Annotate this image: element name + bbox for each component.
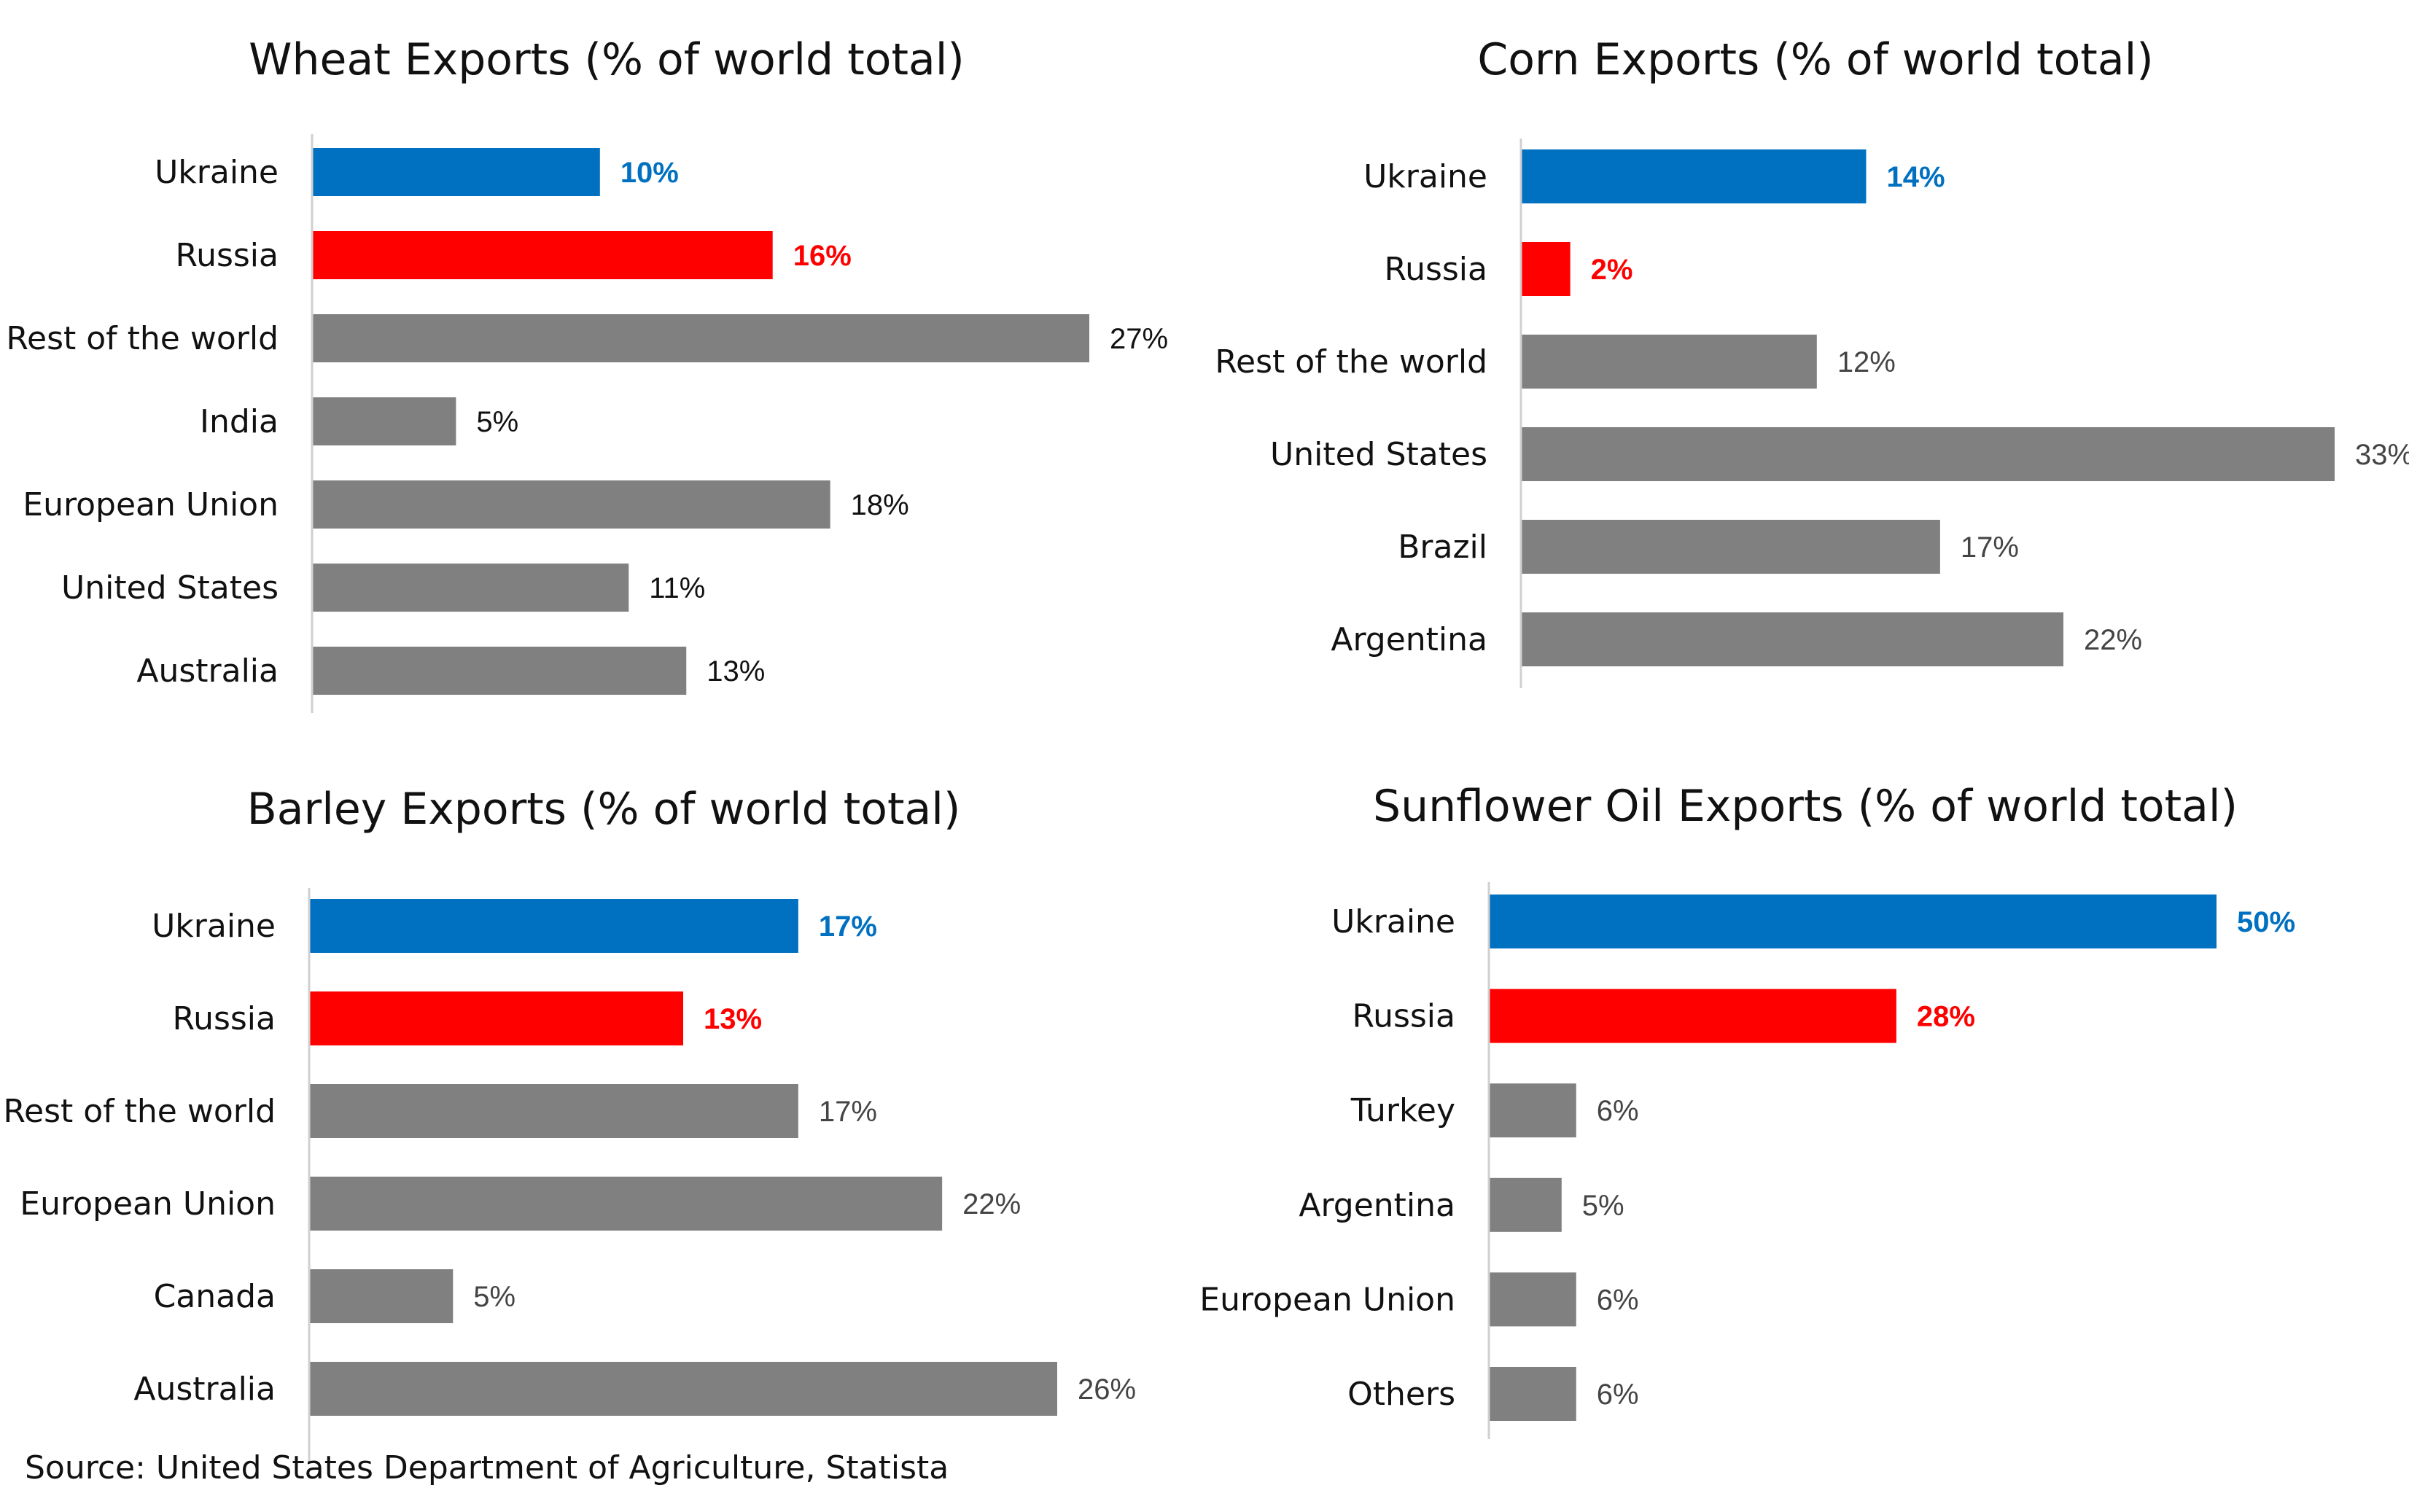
category-label: Rest of the world bbox=[3, 1093, 276, 1130]
bar-australia bbox=[312, 647, 687, 695]
category-label: Rest of the world bbox=[6, 320, 279, 357]
category-label: European Union bbox=[1199, 1281, 1455, 1318]
data-label: 6% bbox=[1597, 1379, 1639, 1411]
bar-ukraine bbox=[309, 899, 798, 953]
bar-russia bbox=[309, 991, 683, 1045]
source-note: Source: United States Department of Agri… bbox=[25, 1449, 949, 1486]
category-label: Russia bbox=[1352, 998, 1455, 1035]
category-label: Brazil bbox=[1398, 529, 1487, 566]
data-label: 5% bbox=[473, 1281, 515, 1313]
category-label: Russia bbox=[172, 1000, 276, 1037]
category-label: Argentina bbox=[1299, 1187, 1455, 1224]
category-label: Australia bbox=[136, 652, 279, 690]
bar-russia bbox=[1489, 989, 1896, 1043]
data-label: 33% bbox=[2355, 439, 2409, 471]
category-label: Ukraine bbox=[1363, 158, 1487, 195]
data-label: 6% bbox=[1597, 1284, 1639, 1316]
chart-0: Wheat Exports (% of world total) Ukraine 1… bbox=[6, 34, 1168, 713]
bar-turkey bbox=[1489, 1083, 1576, 1138]
bar-european-union bbox=[1489, 1272, 1576, 1327]
chart-1: Corn Exports (% of world total) Ukraine 14… bbox=[1215, 34, 2409, 688]
bar-argentina bbox=[1489, 1177, 1562, 1232]
data-label: 13% bbox=[707, 655, 765, 687]
bar-ukraine bbox=[312, 148, 600, 196]
bar-european-union bbox=[312, 480, 830, 529]
bar-russia bbox=[1521, 242, 1571, 296]
bar-ukraine bbox=[1521, 149, 1867, 203]
data-label: 10% bbox=[620, 157, 679, 189]
data-label: 28% bbox=[1917, 1001, 1975, 1033]
category-label: Russia bbox=[175, 237, 279, 274]
bar-australia bbox=[309, 1362, 1057, 1416]
data-label: 17% bbox=[1961, 531, 2019, 564]
category-label: Others bbox=[1347, 1376, 1455, 1413]
data-label: 5% bbox=[476, 406, 518, 438]
bar-rest-of-the-world bbox=[309, 1084, 798, 1138]
bar-rest-of-the-world bbox=[1521, 335, 1817, 389]
category-label: Rest of the world bbox=[1215, 343, 1487, 381]
chart-title: Barley Exports (% of world total) bbox=[247, 784, 961, 835]
data-label: 26% bbox=[1078, 1373, 1136, 1406]
data-label: 2% bbox=[1591, 254, 1633, 286]
data-label: 14% bbox=[1886, 161, 1945, 193]
bar-united-states bbox=[312, 564, 629, 612]
data-label: 18% bbox=[851, 489, 909, 521]
category-label: India bbox=[200, 403, 279, 440]
bar-others bbox=[1489, 1367, 1576, 1421]
data-label: 17% bbox=[819, 1096, 877, 1128]
category-label: Russia bbox=[1384, 251, 1487, 288]
bar-european-union bbox=[309, 1177, 943, 1231]
bar-canada bbox=[309, 1269, 454, 1323]
category-label: Argentina bbox=[1331, 621, 1487, 658]
category-label: Ukraine bbox=[1331, 903, 1455, 940]
category-label: Australia bbox=[133, 1371, 276, 1408]
bar-rest-of-the-world bbox=[312, 314, 1089, 362]
category-label: Ukraine bbox=[152, 908, 276, 945]
data-label: 5% bbox=[1582, 1190, 1624, 1222]
data-label: 11% bbox=[649, 572, 705, 604]
category-label: Ukraine bbox=[155, 154, 279, 191]
data-label: 16% bbox=[793, 240, 852, 272]
bar-brazil bbox=[1521, 520, 1940, 574]
bar-russia bbox=[312, 231, 773, 279]
category-label: European Union bbox=[23, 486, 279, 523]
bar-ukraine bbox=[1489, 895, 2217, 948]
chart-title: Sunflower Oil Exports (% of world total) bbox=[1373, 781, 2238, 832]
category-label: European Union bbox=[20, 1185, 276, 1223]
data-label: 13% bbox=[704, 1003, 762, 1035]
chart-3: Sunflower Oil Exports (% of world total)… bbox=[1199, 781, 2295, 1439]
data-label: 22% bbox=[962, 1188, 1021, 1220]
data-label: 17% bbox=[819, 911, 877, 943]
data-label: 12% bbox=[1837, 346, 1896, 378]
bar-india bbox=[312, 397, 456, 445]
data-label: 27% bbox=[1110, 323, 1168, 355]
bar-argentina bbox=[1521, 612, 2063, 666]
category-label: United States bbox=[61, 569, 279, 607]
data-label: 22% bbox=[2084, 624, 2142, 656]
chart-title: Corn Exports (% of world total) bbox=[1477, 34, 2153, 85]
chart-2: Barley Exports (% of world total) Ukraine… bbox=[3, 784, 1136, 1462]
category-label: United States bbox=[1270, 436, 1487, 473]
category-label: Turkey bbox=[1350, 1092, 1455, 1129]
chart-title: Wheat Exports (% of world total) bbox=[249, 34, 965, 85]
bar-united-states bbox=[1521, 427, 2335, 481]
data-label: 50% bbox=[2237, 906, 2295, 938]
category-label: Canada bbox=[154, 1278, 276, 1315]
data-label: 6% bbox=[1597, 1095, 1639, 1127]
